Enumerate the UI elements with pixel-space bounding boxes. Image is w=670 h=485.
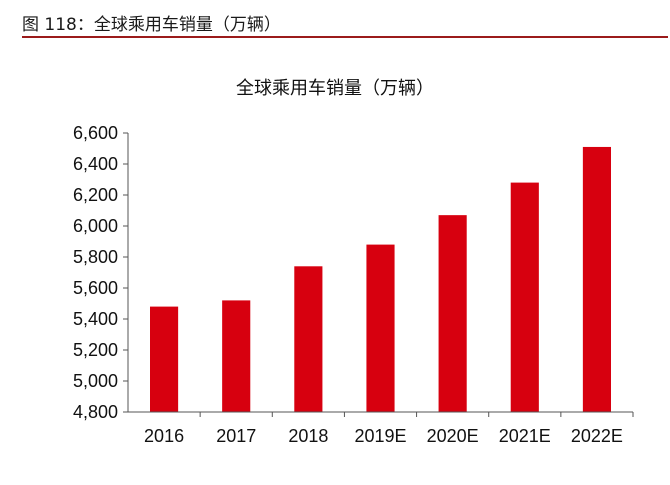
chart-title: 全球乘用车销量（万辆） <box>236 78 434 99</box>
bar <box>582 146 611 412</box>
y-tick-label: 6,400 <box>73 154 118 174</box>
y-tick-label: 6,000 <box>73 216 118 236</box>
x-tick-label: 2018 <box>288 426 328 446</box>
bars <box>150 146 611 412</box>
bar <box>510 182 539 412</box>
y-tick-label: 4,800 <box>73 402 118 422</box>
y-tick-label: 6,200 <box>73 185 118 205</box>
bar <box>150 306 179 412</box>
x-tick-label: 2019E <box>354 426 406 446</box>
bar <box>294 266 323 412</box>
figure-header: 图 118：全球乘用车销量（万辆） <box>22 6 668 38</box>
y-tick-label: 5,800 <box>73 247 118 267</box>
x-tick-label: 2017 <box>216 426 256 446</box>
bar <box>222 300 251 412</box>
figure-caption: 图 118：全球乘用车销量（万辆） <box>22 15 281 35</box>
y-tick-label: 5,600 <box>73 278 118 298</box>
bar <box>438 215 467 412</box>
x-tick-label: 2016 <box>144 426 184 446</box>
y-tick-label: 6,600 <box>73 123 118 143</box>
bar <box>366 244 395 412</box>
x-tick-label: 2021E <box>499 426 551 446</box>
y-tick-label: 5,400 <box>73 309 118 329</box>
x-tick-label: 2022E <box>571 426 623 446</box>
x-axis-ticks: 2016 2017 2018 2019E 2020E 2021E 2022E <box>144 412 634 446</box>
y-tick-label: 5,200 <box>73 340 118 360</box>
x-tick-label: 2020E <box>427 426 479 446</box>
y-axis-ticks: 4,800 5,000 5,200 5,400 5,600 5,800 6,000 6,200… <box>73 123 128 422</box>
y-tick-label: 5,000 <box>73 371 118 391</box>
